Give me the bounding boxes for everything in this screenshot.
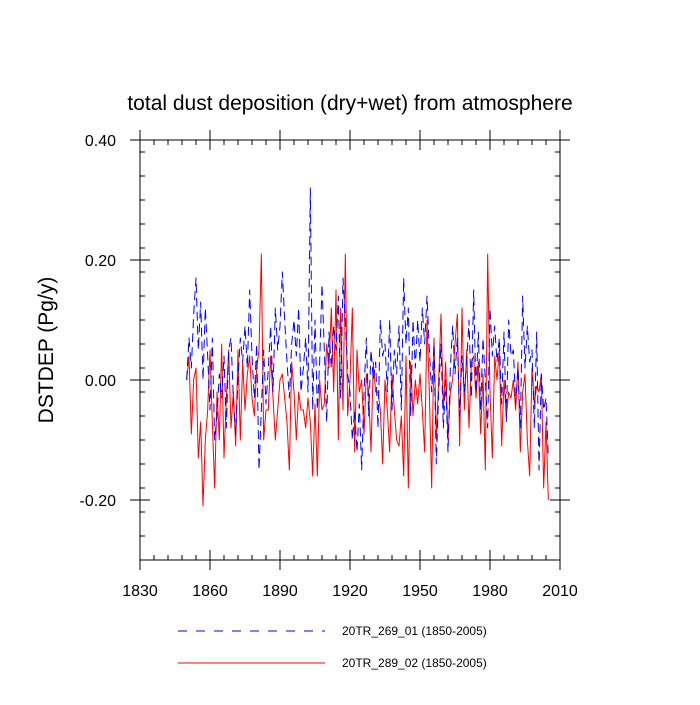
y-tick-label: 0.20 bbox=[85, 253, 116, 270]
axis-ticks bbox=[130, 130, 570, 570]
y-tick-label: 0.40 bbox=[85, 133, 116, 150]
x-tick-label: 2010 bbox=[542, 583, 578, 600]
x-tick-label: 1890 bbox=[262, 583, 298, 600]
y-tick-labels: -0.20 0.00 0.20 0.40 bbox=[80, 133, 117, 510]
legend-label: 20TR_269_01 (1850-2005) bbox=[342, 624, 487, 638]
y-tick-label: 0.00 bbox=[85, 373, 116, 390]
y-tick-label: -0.20 bbox=[80, 493, 117, 510]
x-tick-label: 1860 bbox=[192, 583, 228, 600]
series-line-20tr-269-01 bbox=[186, 187, 549, 471]
plot-frame bbox=[139, 139, 561, 561]
x-tick-label: 1980 bbox=[472, 583, 508, 600]
legend-label: 20TR_289_02 (1850-2005) bbox=[342, 656, 487, 670]
series-line-20tr-289-02 bbox=[186, 253, 549, 507]
x-tick-label: 1920 bbox=[332, 583, 368, 600]
x-tick-label: 1830 bbox=[122, 583, 158, 600]
x-tick-labels: 1830 1860 1890 1920 1950 1980 2010 bbox=[122, 583, 578, 600]
legend: 20TR_269_01 (1850-2005) 20TR_289_02 (1850… bbox=[178, 624, 487, 670]
x-tick-label: 1950 bbox=[402, 583, 438, 600]
chart-title: total dust deposition (dry+wet) from atm… bbox=[127, 92, 572, 115]
series-layer bbox=[186, 187, 549, 507]
y-axis-label: DSTDEP (Pg/y) bbox=[35, 277, 58, 424]
